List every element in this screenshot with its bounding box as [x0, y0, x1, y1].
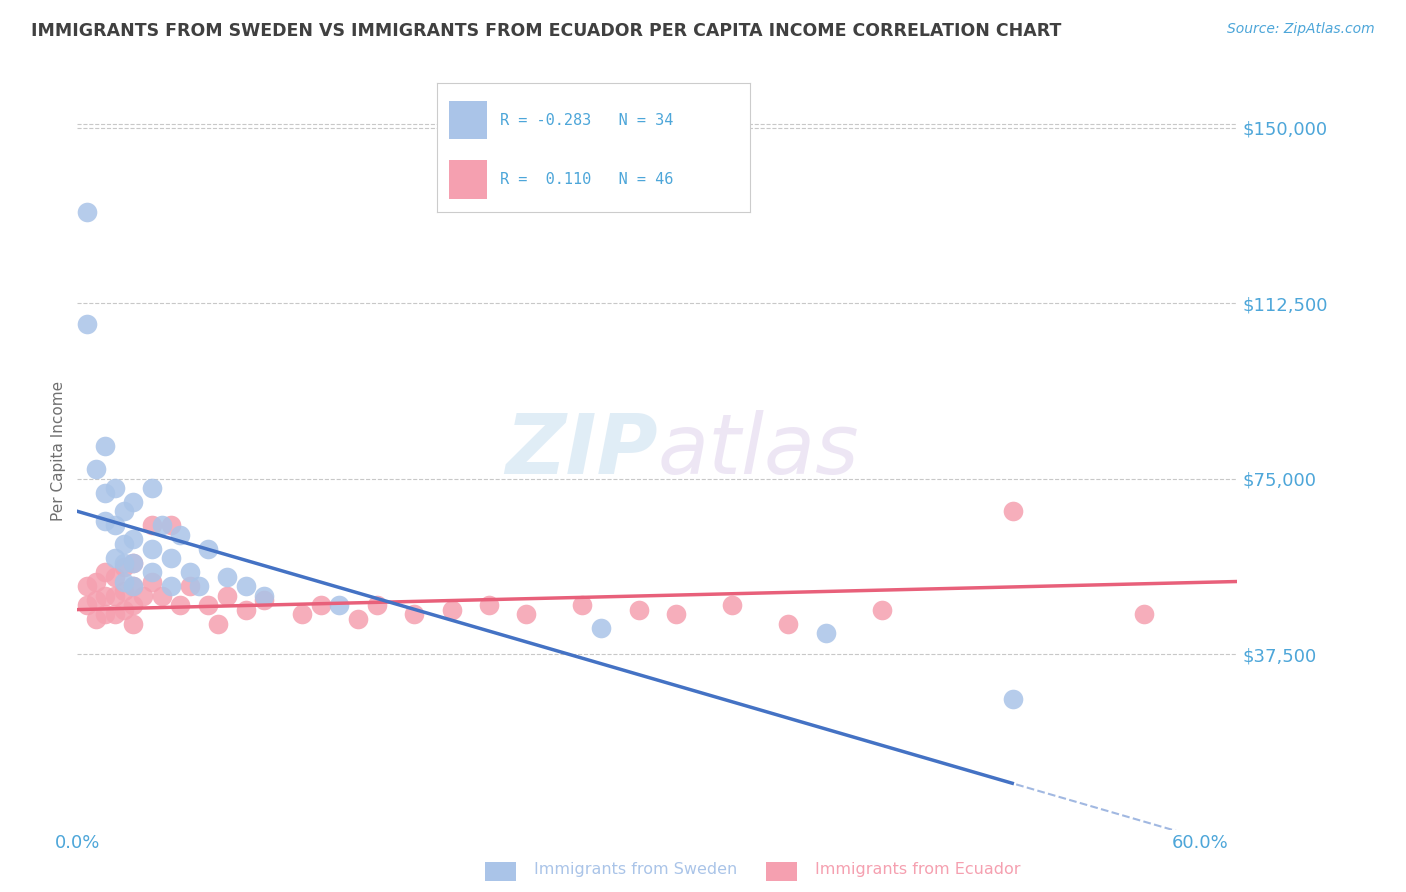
- Point: [235, 579, 257, 593]
- Point: [104, 481, 127, 495]
- Point: [141, 541, 163, 556]
- Point: [94, 589, 117, 603]
- Point: [366, 598, 388, 612]
- Point: [122, 579, 145, 593]
- Point: [253, 589, 276, 603]
- Point: [122, 598, 145, 612]
- Text: Immigrants from Sweden: Immigrants from Sweden: [534, 863, 738, 877]
- Point: [122, 533, 145, 547]
- Point: [122, 579, 145, 593]
- Text: Immigrants from Ecuador: Immigrants from Ecuador: [815, 863, 1021, 877]
- Point: [94, 514, 117, 528]
- Point: [215, 570, 238, 584]
- Point: [665, 607, 688, 622]
- Point: [84, 612, 107, 626]
- Point: [94, 607, 117, 622]
- Point: [150, 589, 173, 603]
- Point: [778, 616, 800, 631]
- Point: [112, 583, 135, 598]
- Point: [141, 574, 163, 589]
- Point: [870, 602, 893, 616]
- Point: [197, 541, 219, 556]
- Point: [84, 593, 107, 607]
- Point: [141, 518, 163, 533]
- Point: [141, 481, 163, 495]
- Point: [104, 570, 127, 584]
- Point: [197, 598, 219, 612]
- Point: [76, 579, 98, 593]
- Point: [478, 598, 501, 612]
- Point: [94, 485, 117, 500]
- Point: [122, 556, 145, 570]
- Point: [141, 565, 163, 579]
- Point: [591, 621, 613, 635]
- Point: [721, 598, 744, 612]
- Point: [132, 589, 155, 603]
- Point: [84, 574, 107, 589]
- Point: [122, 495, 145, 509]
- Point: [94, 439, 117, 453]
- Point: [169, 527, 191, 541]
- Point: [187, 579, 209, 593]
- Point: [122, 616, 145, 631]
- Point: [76, 598, 98, 612]
- Point: [160, 518, 183, 533]
- Point: [814, 626, 837, 640]
- Point: [76, 204, 98, 219]
- Point: [1001, 504, 1024, 518]
- Y-axis label: Per Capita Income: Per Capita Income: [51, 380, 66, 521]
- Point: [160, 579, 183, 593]
- Point: [122, 556, 145, 570]
- Point: [150, 518, 173, 533]
- Point: [515, 607, 537, 622]
- Point: [112, 537, 135, 551]
- Point: [112, 504, 135, 518]
- Point: [627, 602, 650, 616]
- Text: IMMIGRANTS FROM SWEDEN VS IMMIGRANTS FROM ECUADOR PER CAPITA INCOME CORRELATION : IMMIGRANTS FROM SWEDEN VS IMMIGRANTS FRO…: [31, 22, 1062, 40]
- Point: [104, 551, 127, 566]
- Point: [112, 602, 135, 616]
- Point: [112, 556, 135, 570]
- Point: [84, 462, 107, 476]
- Point: [404, 607, 426, 622]
- Point: [179, 579, 201, 593]
- Point: [253, 593, 276, 607]
- Point: [207, 616, 229, 631]
- Point: [94, 565, 117, 579]
- Point: [160, 551, 183, 566]
- Point: [112, 560, 135, 574]
- Point: [76, 317, 98, 331]
- Point: [309, 598, 332, 612]
- Point: [291, 607, 314, 622]
- Point: [440, 602, 463, 616]
- Point: [1001, 691, 1024, 706]
- Point: [215, 589, 238, 603]
- Point: [235, 602, 257, 616]
- Point: [112, 574, 135, 589]
- Text: Source: ZipAtlas.com: Source: ZipAtlas.com: [1227, 22, 1375, 37]
- Point: [104, 518, 127, 533]
- Point: [328, 598, 350, 612]
- Point: [179, 565, 201, 579]
- Point: [169, 598, 191, 612]
- Text: atlas: atlas: [658, 410, 859, 491]
- Point: [347, 612, 370, 626]
- Point: [104, 589, 127, 603]
- Text: ZIP: ZIP: [505, 410, 658, 491]
- Point: [1132, 607, 1154, 622]
- Point: [104, 607, 127, 622]
- Point: [571, 598, 593, 612]
